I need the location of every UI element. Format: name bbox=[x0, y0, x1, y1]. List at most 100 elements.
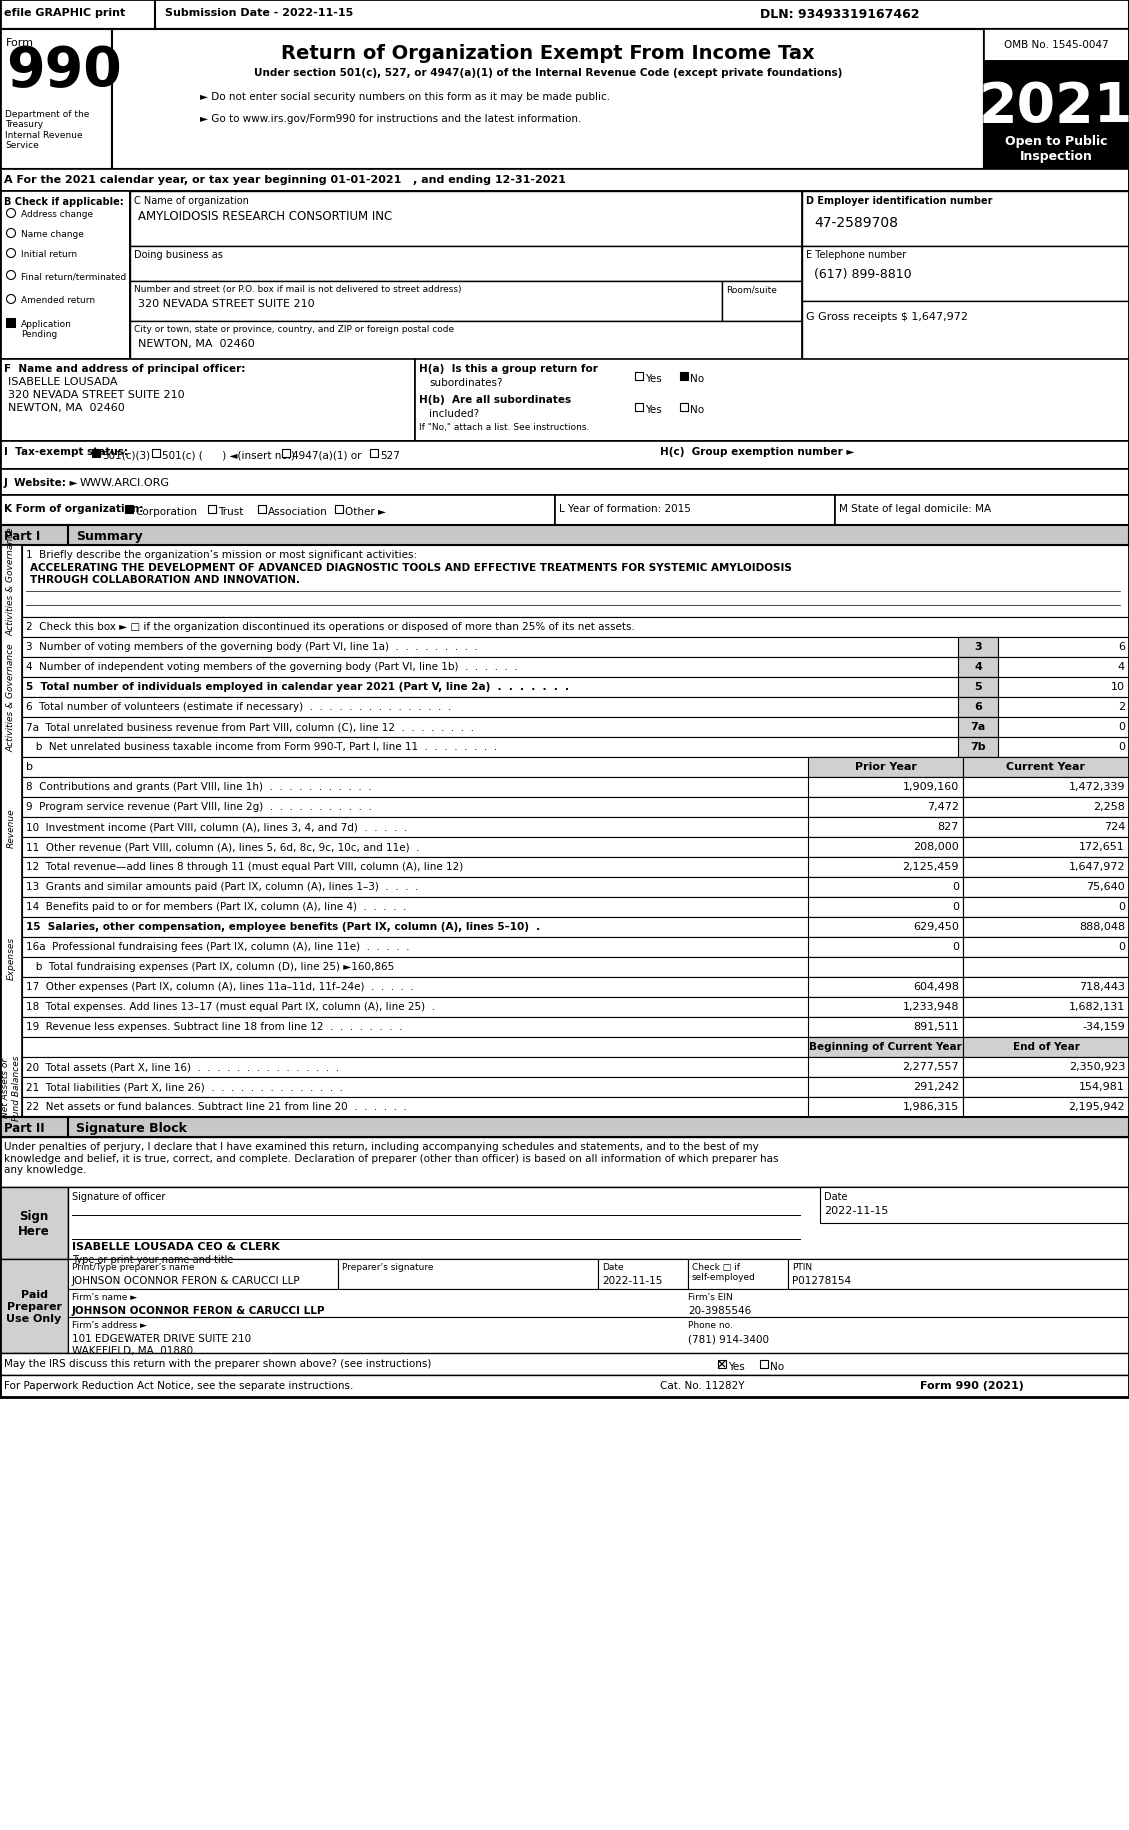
Bar bbox=[808, 878, 963, 897]
Text: 320 NEVADA STREET SUITE 210: 320 NEVADA STREET SUITE 210 bbox=[138, 298, 315, 309]
Bar bbox=[808, 937, 963, 957]
Bar bbox=[21, 838, 1129, 858]
Text: 0: 0 bbox=[1118, 741, 1124, 752]
Bar bbox=[68, 1318, 1129, 1352]
Text: Firm’s name ►: Firm’s name ► bbox=[72, 1292, 137, 1301]
Text: 7a  Total unrelated business revenue from Part VIII, column (C), line 12  .  .  : 7a Total unrelated business revenue from… bbox=[26, 721, 474, 732]
Text: 13  Grants and similar amounts paid (Part IX, column (A), lines 1–3)  .  .  .  .: 13 Grants and similar amounts paid (Part… bbox=[26, 882, 419, 891]
Text: 1,909,160: 1,909,160 bbox=[903, 781, 959, 792]
Text: H(b)  Are all subordinates: H(b) Are all subordinates bbox=[419, 395, 571, 404]
Bar bbox=[21, 878, 1129, 897]
Text: 22  Net assets or fund balances. Subtract line 21 from line 20  .  .  .  .  .  .: 22 Net assets or fund balances. Subtract… bbox=[26, 1102, 406, 1111]
Text: 172,651: 172,651 bbox=[1079, 842, 1124, 851]
Text: 154,981: 154,981 bbox=[1079, 1082, 1124, 1091]
Text: Phone no.: Phone no. bbox=[688, 1319, 733, 1329]
Text: Name change: Name change bbox=[21, 231, 84, 240]
Text: 2022-11-15: 2022-11-15 bbox=[602, 1276, 663, 1285]
Text: Room/suite: Room/suite bbox=[726, 285, 777, 295]
Bar bbox=[21, 937, 1129, 957]
Text: 75,640: 75,640 bbox=[1086, 882, 1124, 891]
Text: Return of Organization Exempt From Income Tax: Return of Organization Exempt From Incom… bbox=[281, 44, 815, 62]
Text: WAKEFIELD, MA  01880: WAKEFIELD, MA 01880 bbox=[72, 1345, 193, 1356]
Text: Corporation: Corporation bbox=[135, 507, 196, 516]
Text: 4: 4 bbox=[1118, 662, 1124, 672]
Text: 4: 4 bbox=[974, 662, 982, 672]
Bar bbox=[21, 1078, 1129, 1098]
Bar bbox=[963, 997, 1129, 1017]
Text: Paid
Preparer
Use Only: Paid Preparer Use Only bbox=[7, 1290, 62, 1323]
Bar bbox=[802, 192, 1129, 361]
Text: Association: Association bbox=[268, 507, 327, 516]
Circle shape bbox=[7, 209, 16, 218]
Bar bbox=[68, 1290, 1129, 1318]
Text: b  Total fundraising expenses (Part IX, column (D), line 25) ►160,865: b Total fundraising expenses (Part IX, c… bbox=[26, 961, 394, 972]
Bar bbox=[130, 247, 802, 282]
Text: 10  Investment income (Part VIII, column (A), lines 3, 4, and 7d)  .  .  .  .  .: 10 Investment income (Part VIII, column … bbox=[26, 822, 408, 831]
Text: 7a: 7a bbox=[970, 721, 986, 732]
Text: Initial return: Initial return bbox=[21, 251, 77, 258]
Text: -34,159: -34,159 bbox=[1083, 1021, 1124, 1032]
Text: PTIN: PTIN bbox=[793, 1263, 812, 1272]
Bar bbox=[963, 937, 1129, 957]
Text: I  Tax-exempt status:: I Tax-exempt status: bbox=[5, 447, 128, 458]
Text: Sign
Here: Sign Here bbox=[18, 1210, 50, 1237]
Text: Number and street (or P.O. box if mail is not delivered to street address): Number and street (or P.O. box if mail i… bbox=[134, 285, 462, 295]
Bar bbox=[984, 62, 1129, 130]
Bar bbox=[0, 361, 415, 441]
Text: 5  Total number of individuals employed in calendar year 2021 (Part V, line 2a) : 5 Total number of individuals employed i… bbox=[26, 681, 569, 692]
Bar bbox=[0, 1259, 68, 1352]
Bar bbox=[963, 818, 1129, 838]
Text: 827: 827 bbox=[937, 822, 959, 831]
Text: G Gross receipts $ 1,647,972: G Gross receipts $ 1,647,972 bbox=[806, 311, 968, 322]
Text: 1  Briefly describe the organization’s mission or most significant activities:: 1 Briefly describe the organization’s mi… bbox=[26, 549, 417, 560]
Text: Yes: Yes bbox=[645, 373, 662, 384]
Bar bbox=[760, 1360, 768, 1369]
Text: JOHNSON OCONNOR FERON & CARUCCI LLP: JOHNSON OCONNOR FERON & CARUCCI LLP bbox=[72, 1305, 325, 1316]
Text: 7,472: 7,472 bbox=[927, 802, 959, 811]
Bar bbox=[21, 1098, 1129, 1118]
Bar bbox=[808, 758, 963, 778]
Bar bbox=[963, 798, 1129, 818]
Bar bbox=[0, 470, 1129, 496]
Bar bbox=[21, 858, 1129, 878]
Text: 6  Total number of volunteers (estimate if necessary)  .  .  .  .  .  .  .  .  .: 6 Total number of volunteers (estimate i… bbox=[26, 701, 452, 712]
Bar bbox=[130, 192, 802, 361]
Text: K Form of organization:: K Form of organization: bbox=[5, 503, 143, 514]
Text: 21  Total liabilities (Part X, line 26)  .  .  .  .  .  .  .  .  .  .  .  .  .  : 21 Total liabilities (Part X, line 26) .… bbox=[26, 1082, 343, 1091]
Text: ► Do not enter social security numbers on this form as it may be made public.: ► Do not enter social security numbers o… bbox=[200, 92, 610, 102]
Text: M State of legal domicile: MA: M State of legal domicile: MA bbox=[839, 503, 991, 514]
Text: Amended return: Amended return bbox=[21, 296, 95, 306]
Text: Check □ if
self-employed: Check □ if self-employed bbox=[692, 1263, 756, 1281]
Text: L Year of formation: 2015: L Year of formation: 2015 bbox=[559, 503, 691, 514]
Text: 2,277,557: 2,277,557 bbox=[902, 1061, 959, 1071]
Text: 2022-11-15: 2022-11-15 bbox=[824, 1206, 889, 1215]
Bar bbox=[0, 0, 1129, 1398]
Text: If "No," attach a list. See instructions.: If "No," attach a list. See instructions… bbox=[419, 423, 589, 432]
Bar bbox=[963, 758, 1129, 778]
Text: 320 NEVADA STREET SUITE 210: 320 NEVADA STREET SUITE 210 bbox=[8, 390, 185, 399]
Text: Application
Pending: Application Pending bbox=[21, 320, 72, 339]
Text: 9  Program service revenue (Part VIII, line 2g)  .  .  .  .  .  .  .  .  .  .  .: 9 Program service revenue (Part VIII, li… bbox=[26, 802, 371, 811]
Text: 10: 10 bbox=[1111, 681, 1124, 692]
Text: 1,986,315: 1,986,315 bbox=[903, 1102, 959, 1111]
Bar bbox=[963, 838, 1129, 858]
Text: b  Net unrelated business taxable income from Form 990-T, Part I, line 11  .  . : b Net unrelated business taxable income … bbox=[26, 741, 497, 752]
Bar bbox=[555, 496, 835, 525]
Bar bbox=[808, 1017, 963, 1038]
Bar bbox=[21, 957, 1129, 977]
Text: Trust: Trust bbox=[218, 507, 244, 516]
Text: 11  Other revenue (Part VIII, column (A), lines 5, 6d, 8c, 9c, 10c, and 11e)  .: 11 Other revenue (Part VIII, column (A),… bbox=[26, 842, 420, 851]
Bar bbox=[680, 404, 688, 412]
Text: Final return/terminated: Final return/terminated bbox=[21, 273, 126, 280]
Bar bbox=[208, 505, 216, 514]
Text: 0: 0 bbox=[1118, 721, 1124, 732]
Text: 0: 0 bbox=[952, 882, 959, 891]
Text: 888,048: 888,048 bbox=[1079, 922, 1124, 931]
Circle shape bbox=[7, 271, 16, 280]
Text: Firm’s address ►: Firm’s address ► bbox=[72, 1319, 147, 1329]
Text: 101 EDGEWATER DRIVE SUITE 210: 101 EDGEWATER DRIVE SUITE 210 bbox=[72, 1334, 251, 1343]
Bar bbox=[68, 1188, 1129, 1259]
Text: 14  Benefits paid to or for members (Part IX, column (A), line 4)  .  .  .  .  .: 14 Benefits paid to or for members (Part… bbox=[26, 902, 406, 911]
Text: Summary: Summary bbox=[76, 529, 142, 544]
Text: Expenses: Expenses bbox=[7, 935, 16, 979]
